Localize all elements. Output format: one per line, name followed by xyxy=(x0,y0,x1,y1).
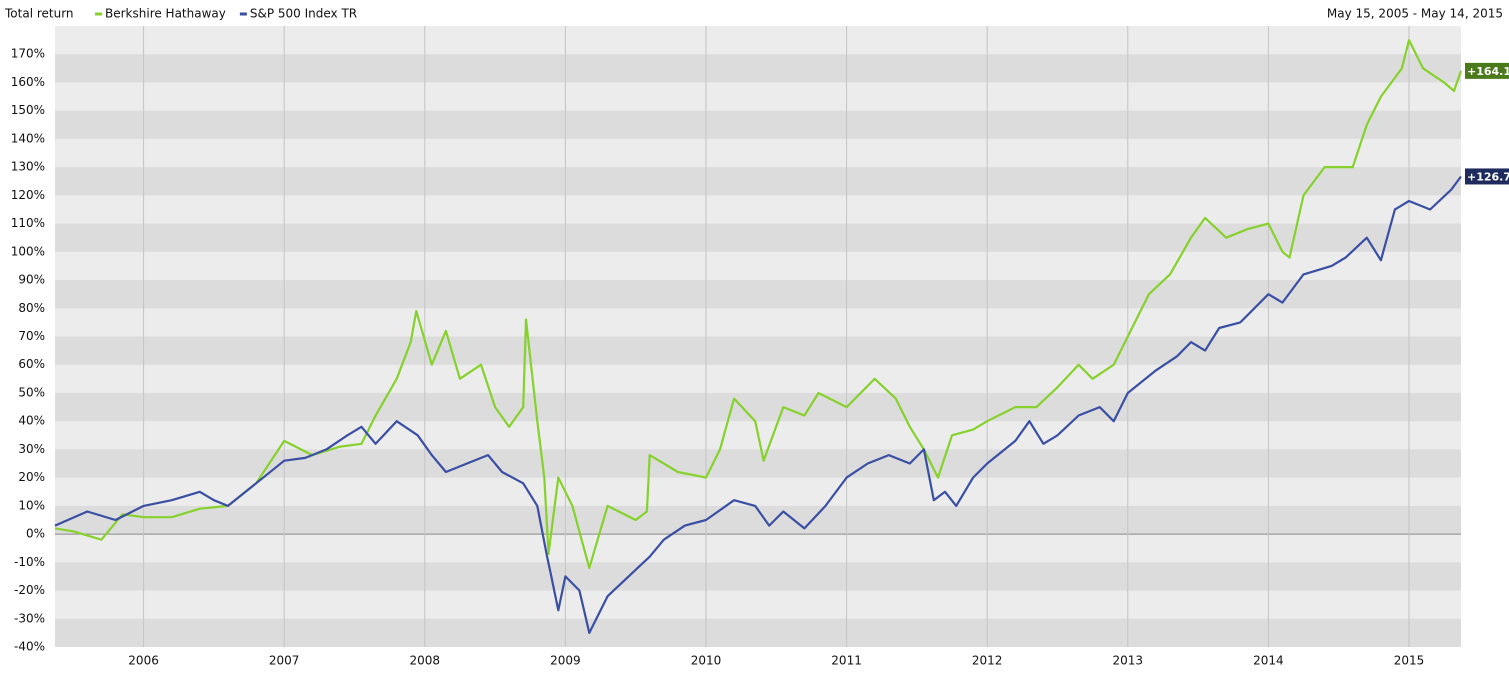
y-tick-label: 140% xyxy=(11,131,45,145)
legend-label: S&P 500 Index TR xyxy=(250,7,357,21)
y-tick-label: 80% xyxy=(18,301,45,315)
end-label: +164.1 xyxy=(1467,65,1509,78)
grid-band xyxy=(55,618,1461,647)
y-tick-label: 120% xyxy=(11,188,45,202)
grid-band xyxy=(55,110,1461,139)
y-tick-label: 90% xyxy=(18,273,45,287)
y-tick-label: 100% xyxy=(11,244,45,258)
grid-band xyxy=(55,392,1461,422)
y-tick-label: 30% xyxy=(18,442,45,456)
y-tick-label: -20% xyxy=(14,583,45,597)
grid-band xyxy=(55,336,1461,365)
chart-title: Total return xyxy=(4,7,74,21)
chart-subtitle: May 15, 2005 - May 14, 2015 xyxy=(1327,7,1503,21)
y-tick-label: -10% xyxy=(14,555,45,569)
grid-band xyxy=(55,449,1461,478)
y-tick-label: 160% xyxy=(11,75,45,89)
y-tick-label: 10% xyxy=(18,498,45,512)
y-tick-label: -40% xyxy=(14,640,45,654)
y-tick-label: 60% xyxy=(18,357,45,371)
x-tick-label: 2009 xyxy=(550,654,581,668)
x-tick-label: 2014 xyxy=(1253,654,1284,668)
y-tick-label: 20% xyxy=(18,470,45,484)
end-label-box xyxy=(1465,62,1509,79)
end-label: +126.7 xyxy=(1467,170,1509,183)
y-tick-label: 40% xyxy=(18,414,45,428)
y-tick-label: -30% xyxy=(14,611,45,625)
grid-band xyxy=(55,167,1461,196)
x-tick-label: 2015 xyxy=(1394,654,1425,668)
y-tick-label: 0% xyxy=(26,527,45,541)
series-line xyxy=(54,175,1462,634)
grid-band xyxy=(55,280,1461,309)
y-tick-label: 170% xyxy=(11,47,45,61)
legend-label: Berkshire Hathaway xyxy=(105,7,226,21)
x-tick-label: 2012 xyxy=(972,654,1003,668)
end-label-box xyxy=(1465,168,1509,185)
y-tick-label: 50% xyxy=(18,385,45,399)
series-line xyxy=(54,39,1463,570)
x-tick-label: 2011 xyxy=(831,654,862,668)
y-tick-label: 150% xyxy=(11,103,45,117)
grid-band xyxy=(55,54,1461,83)
y-tick-label: 70% xyxy=(18,329,45,343)
y-tick-label: 130% xyxy=(11,160,45,174)
x-tick-label: 2010 xyxy=(691,654,722,668)
x-tick-label: 2007 xyxy=(269,654,300,668)
x-tick-label: 2006 xyxy=(128,654,159,668)
grid-band xyxy=(55,562,1461,591)
y-tick-label: 110% xyxy=(11,216,45,230)
x-tick-label: 2008 xyxy=(410,654,441,668)
x-tick-label: 2013 xyxy=(1113,654,1144,668)
